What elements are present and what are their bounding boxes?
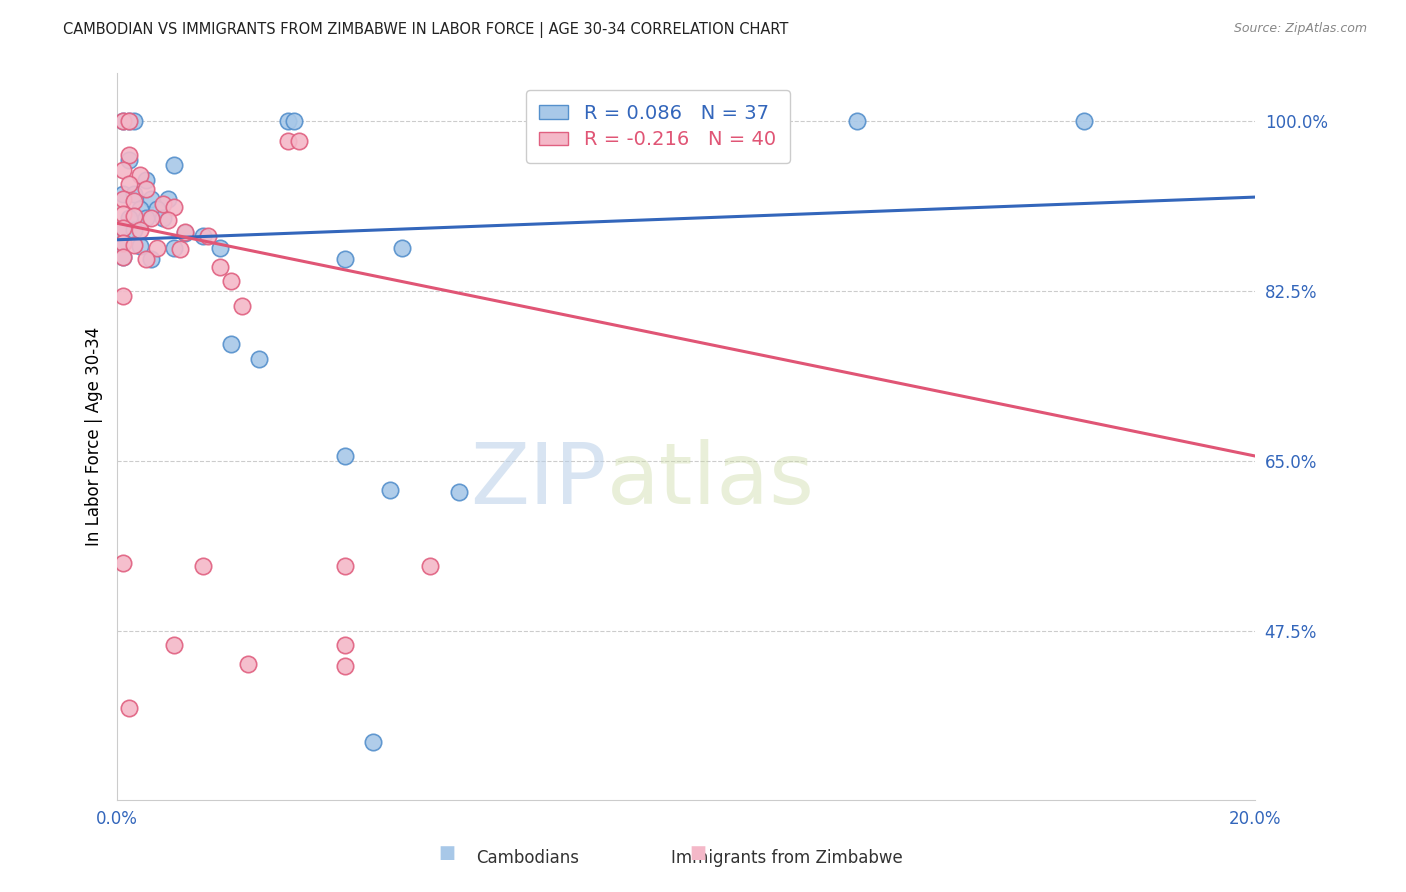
- Point: [129, 168, 152, 182]
- Legend: R = 0.086   N = 37, R = -0.216   N = 40: R = 0.086 N = 37, R = -0.216 N = 40: [526, 90, 790, 163]
- Point: [111, 250, 134, 264]
- Point: [111, 289, 134, 303]
- Point: [197, 228, 219, 243]
- Point: [135, 172, 157, 186]
- Point: [117, 701, 139, 715]
- Point: [333, 638, 356, 652]
- Point: [174, 226, 197, 240]
- Point: [249, 351, 271, 366]
- Point: [277, 114, 299, 128]
- Point: [111, 235, 134, 250]
- Point: [208, 260, 231, 274]
- Point: [111, 114, 134, 128]
- Point: [333, 659, 356, 673]
- Point: [157, 213, 180, 227]
- Point: [163, 638, 186, 652]
- Point: [111, 163, 134, 178]
- Point: [163, 200, 186, 214]
- Point: [333, 252, 356, 267]
- Point: [117, 178, 139, 192]
- Point: [129, 202, 152, 216]
- Point: [146, 202, 169, 216]
- Point: [141, 211, 163, 226]
- Text: ■: ■: [689, 844, 706, 862]
- Point: [122, 187, 145, 202]
- Point: [333, 558, 356, 573]
- Point: [111, 187, 134, 202]
- Point: [141, 192, 163, 206]
- Point: [122, 114, 145, 128]
- Point: [447, 484, 470, 499]
- Point: [122, 223, 145, 237]
- Point: [152, 197, 174, 211]
- Point: [163, 240, 186, 254]
- Text: ■: ■: [439, 844, 456, 862]
- Point: [135, 252, 157, 267]
- Point: [277, 134, 299, 148]
- Point: [111, 556, 134, 570]
- Text: CAMBODIAN VS IMMIGRANTS FROM ZIMBABWE IN LABOR FORCE | AGE 30-34 CORRELATION CHA: CAMBODIAN VS IMMIGRANTS FROM ZIMBABWE IN…: [63, 22, 789, 38]
- Point: [111, 250, 134, 264]
- Point: [219, 275, 242, 289]
- Point: [361, 735, 384, 749]
- Point: [380, 483, 402, 497]
- Point: [174, 225, 197, 239]
- Point: [135, 182, 157, 196]
- Point: [146, 240, 169, 254]
- Text: ZIP: ZIP: [470, 439, 606, 522]
- Point: [117, 153, 139, 168]
- Point: [141, 252, 163, 267]
- Point: [117, 211, 139, 226]
- Point: [333, 449, 356, 463]
- Point: [391, 240, 413, 254]
- Point: [288, 134, 311, 148]
- Point: [1073, 114, 1095, 128]
- Point: [111, 206, 134, 220]
- Point: [208, 240, 231, 254]
- Text: Immigrants from Zimbabwe: Immigrants from Zimbabwe: [672, 849, 903, 867]
- Point: [231, 299, 253, 313]
- Point: [236, 657, 259, 672]
- Text: atlas: atlas: [606, 439, 814, 522]
- Point: [169, 243, 191, 257]
- Point: [219, 337, 242, 351]
- Point: [111, 221, 134, 235]
- Point: [419, 558, 441, 573]
- Point: [111, 114, 134, 128]
- Point: [122, 210, 145, 224]
- Text: Source: ZipAtlas.com: Source: ZipAtlas.com: [1233, 22, 1367, 36]
- Point: [117, 148, 139, 162]
- Point: [122, 194, 145, 208]
- Point: [129, 223, 152, 237]
- Point: [122, 237, 145, 252]
- Point: [111, 235, 134, 250]
- Point: [117, 114, 139, 128]
- Point: [135, 211, 157, 226]
- Point: [845, 114, 868, 128]
- Text: Cambodians: Cambodians: [475, 849, 579, 867]
- Point: [191, 558, 214, 573]
- Point: [111, 221, 134, 235]
- Point: [191, 228, 214, 243]
- Point: [111, 192, 134, 206]
- Point: [129, 238, 152, 252]
- Point: [117, 114, 139, 128]
- Y-axis label: In Labor Force | Age 30-34: In Labor Force | Age 30-34: [86, 327, 103, 546]
- Point: [152, 211, 174, 226]
- Point: [157, 192, 180, 206]
- Point: [283, 114, 305, 128]
- Point: [163, 158, 186, 172]
